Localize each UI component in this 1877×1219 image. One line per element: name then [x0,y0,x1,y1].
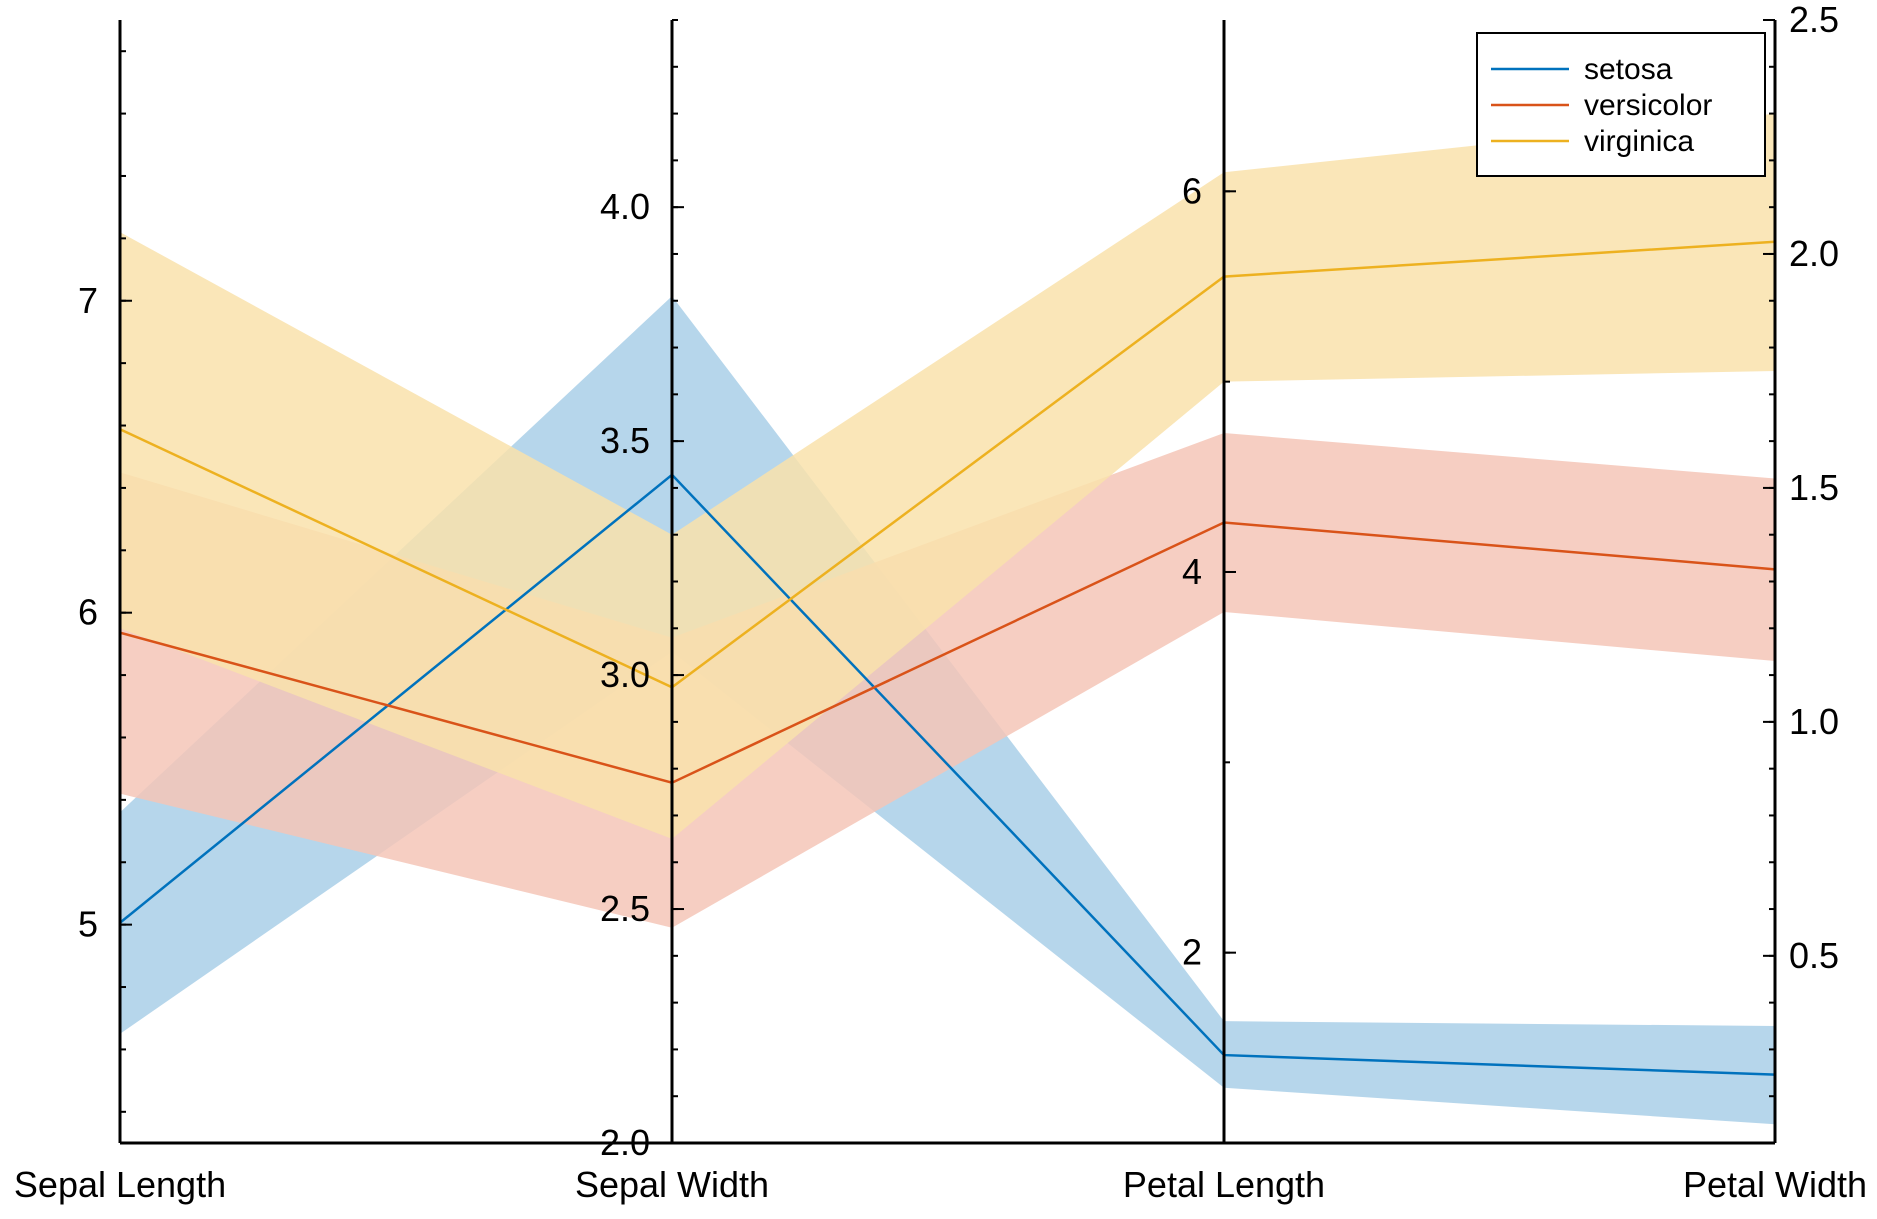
legend-label: setosa [1584,53,1673,86]
confidence-bands [120,113,1775,1125]
tick-label: 5 [78,904,98,945]
axis-label-sepal-width: Sepal Width [575,1164,769,1205]
legend-label: versicolor [1584,89,1712,122]
tick-label: 2.0 [600,1122,650,1163]
tick-label: 2.0 [1789,233,1839,274]
legend-label: virginica [1584,125,1694,158]
setosa-mean-line [119,473,1776,1076]
tick-label: 3.5 [600,420,650,461]
tick-label: 2 [1182,932,1202,973]
tick-label: 4 [1182,551,1202,592]
tick-label: 6 [1182,170,1202,211]
mean-lines [119,240,1776,1076]
tick-label: 4.0 [600,186,650,227]
tick-label: 6 [78,592,98,633]
versicolor-mean-line [119,521,1776,785]
tick-label: 7 [78,280,98,321]
axes: 5 6 7 Sepal Length 2.0 2.5 3.0 3.5 4.0 Sepal Widt… [14,0,1867,1205]
virginica-mean-line [119,240,1776,689]
tick-label: 2.5 [600,888,650,929]
tick-label: 1.0 [1789,701,1839,742]
virginica-band [120,113,1775,839]
axis-label-petal-width: Petal Width [1683,1164,1867,1205]
legend-item-versicolor: versicolor [1491,89,1712,122]
legend-item-virginica: virginica [1491,125,1694,158]
versicolor-band [120,433,1775,928]
tick-label: 0.5 [1789,935,1839,976]
tick-label: 3.0 [600,654,650,695]
tick-label: 2.5 [1789,0,1839,40]
legend-item-setosa: setosa [1491,53,1673,86]
tick-label: 1.5 [1789,467,1839,508]
axis-label-sepal-length: Sepal Length [14,1164,226,1205]
axis-label-petal-length: Petal Length [1123,1164,1325,1205]
